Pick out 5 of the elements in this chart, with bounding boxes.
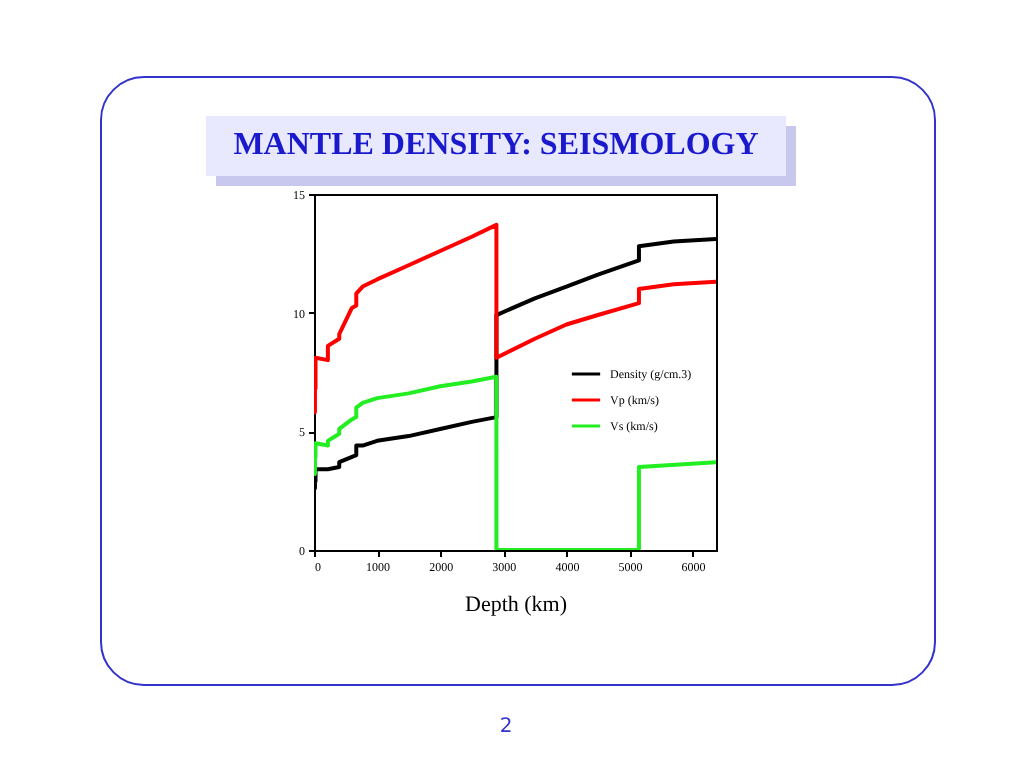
text: 2: [497, 716, 515, 738]
line-series: [314, 222, 716, 415]
chart-title: MANTLE DENSITY: SEISMOLOGY: [206, 116, 786, 176]
x-axis-title: Depth (km): [464, 593, 568, 617]
line-series: [314, 374, 716, 550]
